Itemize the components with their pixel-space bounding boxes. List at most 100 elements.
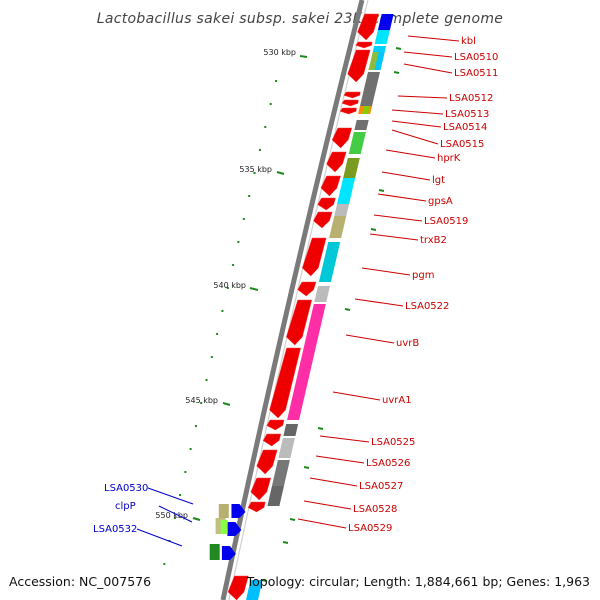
gene-label-lsa0527: LSA0527 xyxy=(309,477,403,492)
cog-block xyxy=(362,106,371,114)
scale-tick-530: 530 kbp xyxy=(263,48,308,58)
gene-label-lsa0525: LSA0525 xyxy=(319,435,415,448)
gene-labels: kbl LSA0510 LSA0511 LSA0512 LSA0513 LSA0514 LS… xyxy=(93,35,498,547)
forward-gene-arrow xyxy=(355,41,373,49)
scale-tick-550: 550 kbp xyxy=(155,511,201,521)
cog-block xyxy=(329,216,347,238)
gene-name: LSA0522 xyxy=(405,301,449,312)
cog-block xyxy=(374,30,390,44)
gene-label-gpsa: gpsA xyxy=(377,193,453,207)
genome-backbone xyxy=(220,0,369,600)
cog-block xyxy=(337,178,356,204)
cog-block xyxy=(354,120,369,130)
gene-name: lgt xyxy=(432,175,445,186)
forward-gene-arrow xyxy=(269,347,301,419)
forward-gene-arrow xyxy=(326,151,347,173)
scale-tick-545: 545 kbp xyxy=(185,396,231,406)
gene-name: kbl xyxy=(461,36,476,47)
forward-gene-arrow xyxy=(313,211,333,229)
feature-tick-column xyxy=(261,47,402,582)
gene-label-hprk: hprK xyxy=(385,149,461,164)
forward-gene-arrow xyxy=(347,49,371,83)
scale-tick-535: 535 kbp xyxy=(239,165,285,175)
cog-block xyxy=(372,46,387,52)
scale-tick-540: 540 kbp xyxy=(213,281,259,291)
scale-label-540: 540 kbp xyxy=(213,281,246,290)
gene-label-lsa0512: LSA0512 xyxy=(397,93,493,104)
forward-gene-arrow xyxy=(266,419,285,431)
gene-name: LSA0526 xyxy=(366,458,410,469)
forward-gene-arrow xyxy=(339,107,357,115)
gene-name: uvrB xyxy=(396,338,419,349)
cog-block xyxy=(303,304,326,350)
gene-label-lsa0519: LSA0519 xyxy=(373,214,468,227)
gene-name: LSA0514 xyxy=(443,122,487,133)
gene-label-lsa0530: LSA0530 xyxy=(104,483,194,505)
gene-label-lsa0511: LSA0511 xyxy=(403,63,498,79)
forward-strand-arrows xyxy=(227,13,380,600)
gene-name: LSA0511 xyxy=(454,68,498,79)
scale-label-530: 530 kbp xyxy=(263,48,296,57)
gene-name: LSA0515 xyxy=(440,139,484,150)
forward-gene-arrow xyxy=(262,433,282,447)
reverse-strand-arrows xyxy=(209,504,246,560)
forward-gene-arrow xyxy=(343,91,361,99)
cog-block xyxy=(334,204,350,216)
gene-label-lsa0515: LSA0515 xyxy=(391,129,484,150)
cog-block xyxy=(343,158,360,178)
reverse-gene-arrow xyxy=(231,504,246,518)
forward-gene-arrow xyxy=(331,127,353,149)
gene-name: LSA0510 xyxy=(454,52,498,63)
cog-block xyxy=(377,14,394,30)
gene-name: trxB2 xyxy=(420,235,447,246)
gene-name: LSA0528 xyxy=(353,504,397,515)
gene-label-clpp: clpP xyxy=(115,501,193,523)
scale-label-535: 535 kbp xyxy=(239,165,272,174)
reverse-gene-arrow xyxy=(227,522,242,536)
scale-label-545: 545 kbp xyxy=(185,396,218,405)
gene-name: LSA0530 xyxy=(104,483,148,494)
gene-name: LSA0525 xyxy=(371,437,415,448)
cog-block xyxy=(374,52,385,70)
gene-name: clpP xyxy=(115,501,136,512)
topology-text: Topology: circular; Length: 1,884,661 bp… xyxy=(246,574,590,589)
map-title: Lactobacillus sakei subsp. sakei 23K, co… xyxy=(97,11,503,27)
cog-block xyxy=(287,350,316,420)
cog-block xyxy=(278,438,295,458)
forward-gene-arrow xyxy=(302,237,327,277)
gene-name: gpsA xyxy=(428,196,453,207)
forward-gene-arrow xyxy=(227,575,249,600)
forward-gene-arrow xyxy=(317,197,336,211)
forward-gene-arrow xyxy=(357,13,380,41)
forward-gene-arrow xyxy=(341,99,359,107)
forward-gene-arrow xyxy=(247,501,266,513)
gene-label-lsa0532: LSA0532 xyxy=(93,524,183,547)
gene-name: hprK xyxy=(437,153,461,164)
gene-label-uvrb: uvrB xyxy=(345,334,419,349)
cog-block xyxy=(283,424,299,436)
gene-name: LSA0532 xyxy=(93,524,137,535)
gene-label-trxb2: trxB2 xyxy=(369,233,447,246)
cog-block xyxy=(267,486,284,506)
forward-gene-arrow xyxy=(297,281,317,297)
forward-gene-arrow xyxy=(256,449,278,475)
gene-label-lsa0526: LSA0526 xyxy=(315,455,410,469)
gene-label-uvra1: uvrA1 xyxy=(332,391,412,406)
gene-label-lsa0510: LSA0510 xyxy=(403,51,498,63)
cog-block xyxy=(318,242,341,282)
gene-label-lgt: lgt xyxy=(381,171,445,186)
cog-block xyxy=(359,72,381,108)
gene-label-pgm: pgm xyxy=(361,267,434,281)
scale-dot-column xyxy=(163,80,278,565)
forward-gene-arrow xyxy=(320,175,341,197)
forward-gene-arrow xyxy=(286,299,313,346)
gene-name: LSA0529 xyxy=(348,523,392,534)
cog-block xyxy=(348,132,366,154)
scale-label-550: 550 kbp xyxy=(155,511,188,520)
scale-ruler: 530 kbp 535 kbp 540 kbp 545 kbp 550 kbp xyxy=(155,48,308,521)
gene-label-lsa0522: LSA0522 xyxy=(354,298,449,312)
gene-label-kbl: kbl xyxy=(407,35,476,47)
cog-block xyxy=(271,460,290,486)
accession-text: Accession: NC_007576 xyxy=(9,574,151,589)
